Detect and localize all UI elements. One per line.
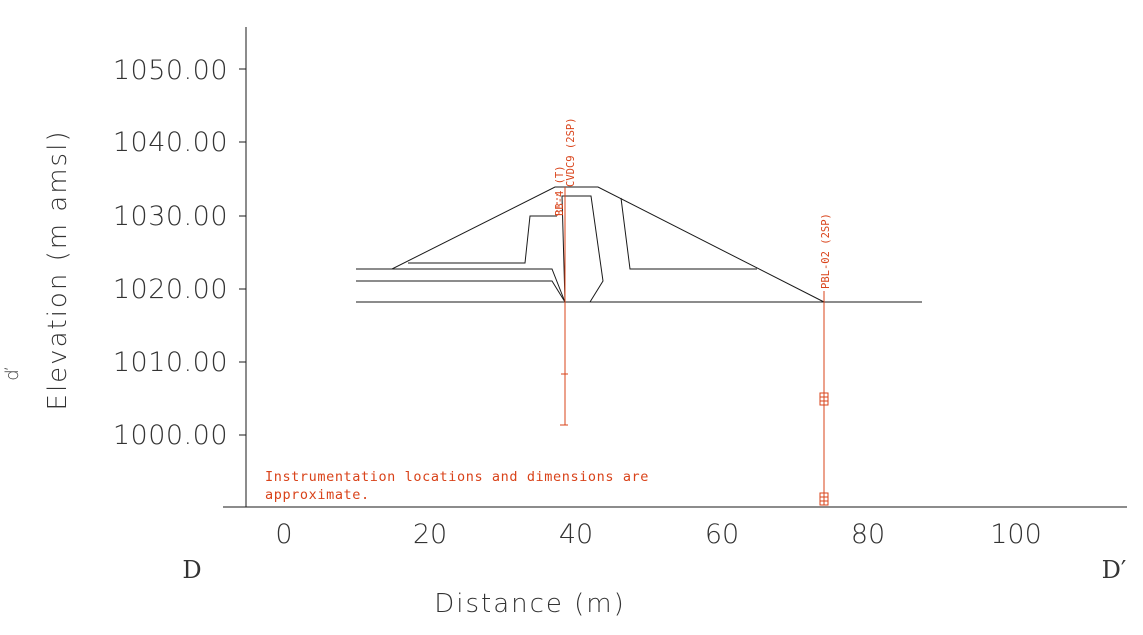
section-start-label: D (182, 556, 201, 584)
dam-section (356, 186, 922, 303)
embankment-outline (356, 186, 825, 303)
instrument-bb4-cvdc9: BB-4 (T) CVDC9 (2SP) (554, 117, 577, 426)
x-tick-label: 40 (559, 519, 593, 550)
x-tick-label: 0 (275, 519, 292, 550)
x-axis-title: Distance (m) (434, 589, 626, 619)
instrument-pbl02: PBL-02 (2SP) (819, 213, 832, 506)
y-tick-label: 1000.00 (113, 420, 228, 451)
instrument-label: PBL-02 (2SP) (820, 213, 832, 289)
x-tick-label: 80 (851, 519, 885, 550)
x-tick-label: 100 (990, 519, 1042, 550)
x-tick-label: 20 (413, 519, 447, 550)
y-tick-label: 1020.00 (113, 274, 228, 305)
instrument-label: BB-4 (T) (554, 165, 566, 216)
y-tick-label: 1030.00 (113, 201, 228, 232)
upstream-layer-lower (356, 280, 566, 303)
note-line-1: Instrumentation locations and dimensions… (265, 469, 649, 485)
instrument-label: CVDC9 (2SP) (565, 117, 577, 187)
core-zone (561, 195, 604, 303)
y-tick-marks (239, 68, 246, 436)
piezometer-sensor (819, 492, 829, 506)
piezometer-sensor (819, 392, 829, 406)
upstream-berm (408, 215, 557, 264)
y-tick-label: 1010.00 (113, 347, 228, 378)
x-tick-label: 60 (705, 519, 739, 550)
section-end-label: D′ (1102, 556, 1127, 584)
note-line-2: approximate. (265, 487, 370, 503)
y-tick-label: 1040.00 (113, 127, 228, 158)
corner-mark: ď (2, 367, 23, 380)
y-tick-label: 1050.00 (113, 55, 228, 86)
y-axis-title: Elevation (m amsl) (43, 130, 73, 411)
downstream-filter (620, 197, 757, 270)
upstream-layer-upper (356, 268, 566, 303)
